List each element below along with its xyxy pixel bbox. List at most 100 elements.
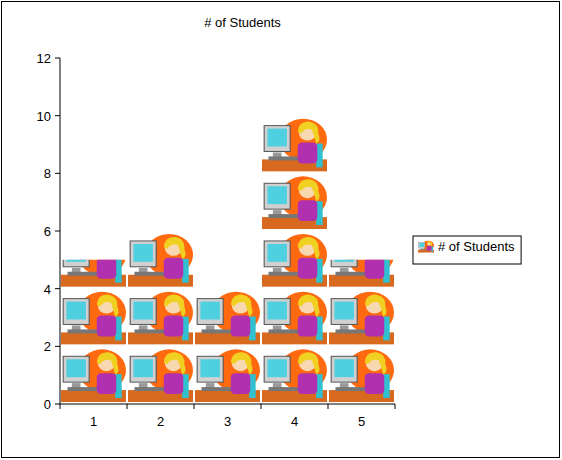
icon-monitor xyxy=(63,356,89,382)
icon-keyboard xyxy=(269,156,302,160)
icon xyxy=(195,292,260,345)
icon-body xyxy=(231,316,251,337)
x-axis xyxy=(60,404,395,405)
icon-body xyxy=(231,373,251,394)
icon-monitor xyxy=(331,356,357,382)
icon-monitor xyxy=(264,356,290,382)
icon-hair xyxy=(164,295,186,317)
icon-keyboard xyxy=(269,387,302,391)
x-tick-label: 5 xyxy=(358,414,365,429)
icon-body xyxy=(298,200,318,221)
icon-keyboard xyxy=(68,387,101,391)
y-tick xyxy=(55,346,60,347)
legend: # of Students xyxy=(413,236,521,264)
icon-body xyxy=(298,373,318,394)
bar xyxy=(61,260,126,402)
icon-screen xyxy=(267,244,287,262)
icon-monitor xyxy=(130,299,156,325)
x-tick xyxy=(60,404,61,409)
icon-screen xyxy=(200,302,220,320)
icon-monitor xyxy=(197,299,223,325)
legend-label: # of Students xyxy=(438,239,515,254)
icon-monitor xyxy=(63,260,89,267)
icon-monitor xyxy=(130,356,156,382)
legend-box xyxy=(413,236,521,264)
icon-hair xyxy=(231,295,253,317)
y-tick xyxy=(55,288,60,289)
icon-body xyxy=(97,316,117,337)
icon xyxy=(262,176,327,229)
icon-monitor xyxy=(331,260,357,267)
x-tick-label: 1 xyxy=(90,414,97,429)
y-tick-label: 8 xyxy=(44,166,51,181)
icon-hair xyxy=(427,241,432,246)
icon xyxy=(329,260,394,287)
icon-monitor xyxy=(264,183,290,209)
x-tick-label: 2 xyxy=(157,414,164,429)
icon-screen xyxy=(334,302,354,320)
icon-keyboard xyxy=(202,387,235,391)
y-tick-label: 2 xyxy=(44,339,51,354)
icon-monitor xyxy=(130,241,156,267)
icon-body xyxy=(164,373,184,394)
icon-screen xyxy=(334,260,354,262)
y-tick-label: 6 xyxy=(44,224,51,239)
icon-hair xyxy=(298,179,320,201)
icon-monitor xyxy=(331,299,357,325)
x-tick-label: 4 xyxy=(291,414,298,429)
icon-monitor xyxy=(197,356,223,382)
icon-monitor xyxy=(419,242,425,248)
icon-screen xyxy=(267,302,287,320)
chart-frame xyxy=(2,2,560,458)
x-tick xyxy=(395,404,396,409)
icon-screen xyxy=(267,129,287,147)
icon-keyboard xyxy=(269,329,302,333)
icon-screen xyxy=(66,359,86,377)
icon-monitor xyxy=(264,126,290,152)
icon-screen xyxy=(419,243,424,247)
icon-hair xyxy=(365,295,387,317)
icon-keyboard xyxy=(68,329,101,333)
icon xyxy=(329,349,394,402)
icon-keyboard xyxy=(202,329,235,333)
icon-monitor xyxy=(264,299,290,325)
icon-keyboard xyxy=(68,272,101,276)
icon-hair xyxy=(298,295,320,317)
icon-monitor xyxy=(264,241,290,267)
icon xyxy=(262,349,327,402)
y-tick xyxy=(55,404,60,405)
x-tick xyxy=(328,404,329,409)
icon xyxy=(195,349,260,402)
icon-screen xyxy=(267,186,287,204)
x-tick-label: 3 xyxy=(224,414,231,429)
icon-keyboard xyxy=(420,249,428,251)
icon-keyboard xyxy=(269,272,302,276)
icon-body xyxy=(365,260,385,279)
icon-body xyxy=(365,316,385,337)
icon-screen xyxy=(334,359,354,377)
icon-body xyxy=(298,258,318,279)
icon-body xyxy=(427,246,432,251)
icon-head xyxy=(427,242,431,246)
y-tick-label: 4 xyxy=(44,282,51,297)
icon-body xyxy=(298,143,318,164)
icon-hair xyxy=(164,352,186,374)
bar xyxy=(262,119,327,402)
icon-hair xyxy=(365,352,387,374)
icon-body xyxy=(365,373,385,394)
chart: # of Students02468101212345# of Students xyxy=(0,0,562,460)
icon-screen xyxy=(200,359,220,377)
icon-screen xyxy=(133,359,153,377)
icon-keyboard xyxy=(336,329,369,333)
title: # of Students xyxy=(204,15,281,30)
bar xyxy=(195,292,260,402)
icon-hair xyxy=(97,352,119,374)
icon-screen xyxy=(267,359,287,377)
y-tick-label: 12 xyxy=(37,51,51,66)
icon-hair xyxy=(298,122,320,144)
icon xyxy=(128,349,193,402)
icon-hair xyxy=(97,295,119,317)
icon xyxy=(128,292,193,345)
icon-keyboard xyxy=(336,387,369,391)
icon xyxy=(262,292,327,345)
